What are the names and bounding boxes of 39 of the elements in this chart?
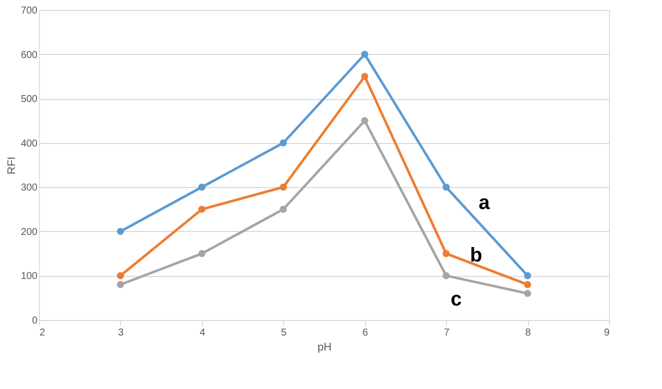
y-tick-label: 300 (20, 182, 38, 194)
x-tick-label: 3 (118, 328, 124, 338)
y-tick-label: 100 (20, 271, 38, 282)
x-tick-label: 2 (40, 328, 46, 338)
point (116, 228, 124, 235)
point (198, 250, 206, 258)
point (116, 272, 124, 280)
x-tick-label: 8 (525, 328, 532, 338)
x-axis-title: pH (317, 342, 332, 354)
point (442, 184, 450, 191)
y-tick-label: 400 (20, 138, 38, 150)
point (524, 281, 532, 288)
point (280, 184, 287, 191)
x-tick-label: 4 (200, 328, 206, 338)
point (198, 184, 206, 191)
point (280, 206, 287, 213)
point (524, 272, 532, 280)
point (524, 290, 532, 297)
point (361, 72, 368, 80)
y-tick-label: 500 (20, 94, 38, 106)
y-tick-label: 0 (32, 316, 38, 326)
point (361, 117, 368, 124)
x-tick-label: 5 (281, 328, 288, 338)
point (116, 281, 124, 288)
y-tick-label: 600 (20, 50, 38, 61)
y-axis-title: RFI (6, 156, 18, 174)
y-tick-label: 700 (20, 6, 38, 16)
point (442, 250, 450, 258)
series-label: b (470, 244, 482, 267)
x-tick-label: 6 (362, 328, 368, 338)
y-tick-label: 200 (20, 226, 38, 238)
series-label: c (450, 288, 462, 311)
point (280, 139, 287, 146)
x-tick-label: 7 (444, 328, 450, 338)
point (442, 272, 450, 280)
point (361, 50, 368, 58)
point (198, 206, 206, 213)
series-label: a (478, 192, 491, 214)
x-tick-label: 9 (604, 328, 610, 338)
